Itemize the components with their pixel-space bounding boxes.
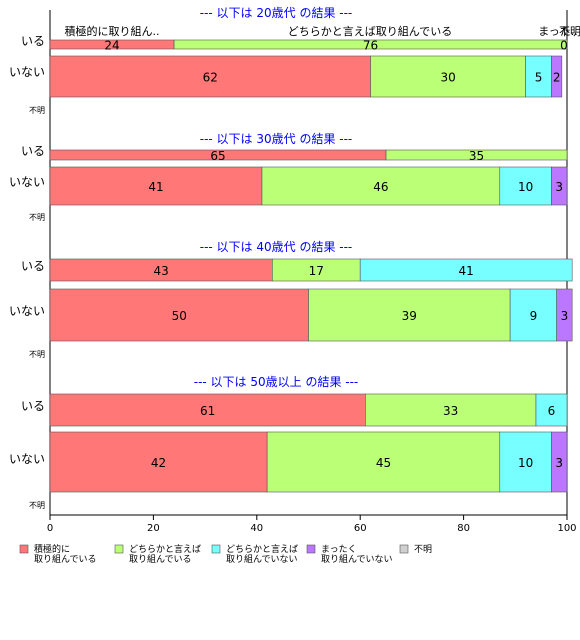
bar-segment: [49, 55, 371, 98]
bar-value-label: 35: [469, 149, 484, 163]
bar-segment: [261, 166, 501, 206]
bar-value-label: 41: [459, 264, 474, 278]
panel-title: --- 以下は 40歳代 の結果 ---: [200, 240, 353, 254]
bar-segment: [509, 288, 557, 342]
legend-label: どちらかと言えば: [129, 543, 201, 555]
legend-swatch: [114, 544, 124, 554]
legend-swatch: [19, 544, 29, 554]
panel-title: --- 以下は 20歳代 の結果 ---: [200, 6, 353, 20]
bar-value-label: 5: [535, 71, 543, 85]
bar-segment: [499, 431, 552, 493]
bar-value-label: 42: [151, 456, 166, 470]
header-category-label: どちらかと言えば取り組んでいる: [288, 25, 452, 38]
bar-value-label: 39: [402, 309, 417, 323]
bar-segment: [49, 393, 366, 427]
bar-value-label: 30: [440, 71, 455, 85]
row-label: いない: [9, 452, 45, 466]
bar-value-label: 50: [172, 309, 187, 323]
legend-swatch: [399, 544, 409, 554]
bar-segment: [359, 258, 573, 282]
bar-value-label: 76: [363, 39, 378, 53]
row-label: 不明: [29, 213, 45, 222]
x-tick-label: 80: [457, 523, 470, 534]
legend-label: 取り組んでいる: [34, 553, 97, 565]
bar-segment: [525, 55, 552, 98]
bar-value-label: 0: [560, 39, 568, 53]
bar-segment: [551, 431, 568, 493]
bar-segment: [308, 288, 511, 342]
row-label: いない: [9, 175, 45, 189]
bar-segment: [551, 166, 568, 206]
header-category-label: まった..: [538, 25, 578, 38]
x-tick-label: 20: [147, 523, 160, 534]
bar-value-label: 62: [203, 71, 218, 85]
bar-segment: [370, 55, 526, 98]
bar-value-label: 10: [518, 180, 533, 194]
row-label: 不明: [29, 350, 45, 359]
row-label: いる: [21, 34, 45, 48]
bar-segment: [551, 55, 563, 98]
bar-segment: [535, 393, 568, 427]
bar-value-label: 2: [553, 71, 561, 85]
bar-value-label: 45: [376, 456, 391, 470]
bar-value-label: 3: [561, 309, 569, 323]
panel-title: --- 以下は 30歳代 の結果 ---: [200, 132, 353, 146]
bar-value-label: 17: [309, 264, 324, 278]
bar-segment: [266, 431, 501, 493]
legend-label: 取り組んでいない: [226, 553, 298, 565]
bar-segment: [385, 149, 568, 161]
legend-label: 不明: [414, 544, 432, 555]
row-label: いない: [9, 65, 45, 79]
row-label: いない: [9, 304, 45, 318]
x-tick-label: 40: [250, 523, 263, 534]
bar-segment: [365, 393, 537, 427]
bar-value-label: 43: [154, 264, 169, 278]
row-label: 不明: [29, 501, 45, 510]
legend-swatch: [211, 544, 221, 554]
bar-value-label: 3: [555, 180, 563, 194]
bar-value-label: 33: [443, 404, 458, 418]
bar-value-label: 41: [148, 180, 163, 194]
header-category-label: 不明: [559, 25, 580, 38]
legend-label: 取り組んでいない: [321, 553, 393, 565]
bar-segment: [173, 39, 568, 50]
bar-segment: [556, 288, 573, 342]
bar-value-label: 24: [104, 39, 119, 53]
bar-value-label: 46: [373, 180, 388, 194]
x-tick-label: 100: [557, 523, 576, 534]
bar-segment: [499, 166, 552, 206]
legend-label: 取り組んでいる: [129, 553, 192, 565]
legend-label: 積極的に: [34, 543, 70, 555]
legend-label: どちらかと言えば: [226, 543, 298, 555]
bar-value-label: 9: [530, 309, 538, 323]
legend-swatch: [306, 544, 316, 554]
panel-title: --- 以下は 50歳以上 の結果 ---: [194, 375, 359, 389]
bar-segment: [49, 166, 263, 206]
bar-value-label: 10: [518, 456, 533, 470]
header-category-label: 積極的に取り組ん..: [65, 24, 160, 38]
bar-segment: [49, 288, 309, 342]
bar-value-label: 65: [210, 149, 225, 163]
row-label: いる: [21, 399, 45, 413]
bar-segment: [49, 431, 268, 493]
bar-value-label: 3: [555, 456, 563, 470]
row-label: いる: [21, 259, 45, 273]
x-tick-label: 0: [47, 523, 53, 534]
x-tick-label: 60: [354, 523, 367, 534]
bar-value-label: 61: [200, 404, 215, 418]
legend-label: まったく: [321, 544, 357, 555]
row-label: いる: [21, 144, 45, 158]
row-label: 不明: [29, 106, 45, 115]
bar-value-label: 6: [548, 404, 556, 418]
